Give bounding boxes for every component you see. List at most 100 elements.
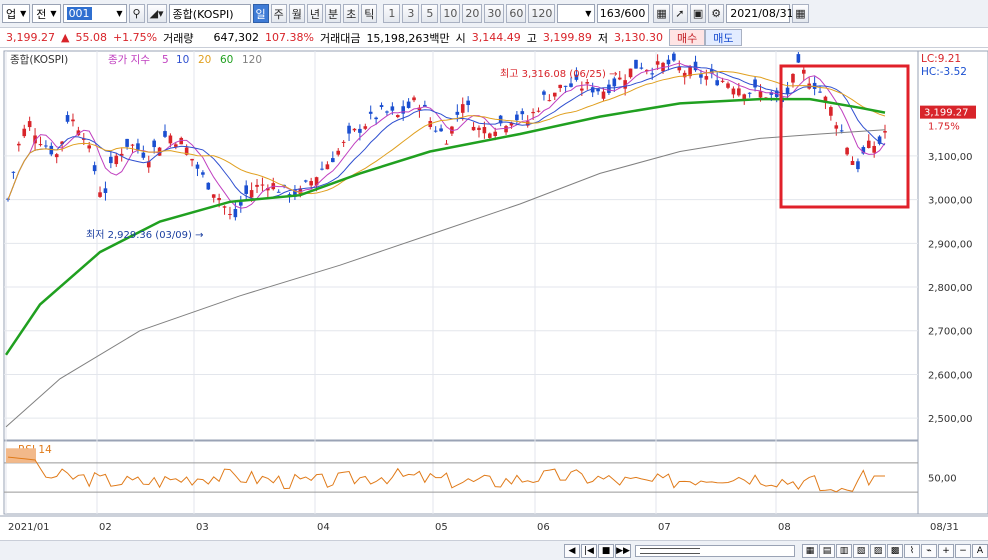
candle-body <box>742 94 747 101</box>
period-month[interactable]: 월 <box>288 4 305 23</box>
interval-1[interactable]: 1 <box>383 4 401 23</box>
scroll-left-icon[interactable]: ◀ <box>564 543 580 558</box>
code-input[interactable]: 001 ▼ <box>62 4 127 23</box>
x-tick-label: 04 <box>317 522 330 533</box>
candle-body <box>81 138 86 140</box>
ma60-line <box>4 97 886 356</box>
candle-body <box>536 110 541 112</box>
interval-60[interactable]: 60 <box>506 4 527 23</box>
price-chart[interactable]: 3,100,00 3,000,00 2,900,00 2,800,00 2,700,00… <box>0 49 988 543</box>
tool-icon-8[interactable]: ⌁ <box>921 543 937 558</box>
candle-body <box>558 84 562 89</box>
buy-button[interactable]: 매수 <box>669 29 706 46</box>
candle-body <box>439 128 443 132</box>
status-bar: ◀ |◀ ■ ▶▶ ▦ ▤ ▥ ▧ ▨ ▩ ⌇ ⌁ + − A <box>0 540 988 560</box>
y-tick-label: 2,500,00 <box>928 414 973 425</box>
zoom-out-icon[interactable]: − <box>955 543 971 558</box>
period-second[interactable]: 초 <box>343 4 360 23</box>
interval-3[interactable]: 3 <box>402 4 420 23</box>
type-select[interactable]: 전 ▼ <box>32 4 61 23</box>
chart-scrollbar[interactable] <box>635 544 795 557</box>
volume-label: 거래량 <box>163 31 194 45</box>
toolbar: 업 ▼ 전 ▼ 001 ▼ ⚲ ◢▾ 종합(KOSPI) 일 주 월 년 분 초 틱 … <box>0 0 988 28</box>
scroll-right-icon[interactable]: ▶▶ <box>615 543 631 558</box>
tool-icon-3[interactable]: ▥ <box>836 543 852 558</box>
candle-body <box>699 74 703 78</box>
ma20-line <box>7 70 886 200</box>
interval-20[interactable]: 20 <box>462 4 483 23</box>
period-minute[interactable]: 분 <box>325 4 342 23</box>
interval-30[interactable]: 30 <box>484 4 505 23</box>
candle-body <box>677 66 682 71</box>
count-input[interactable]: 163/600 <box>597 4 650 23</box>
tool-icon-4[interactable]: ▧ <box>853 543 869 558</box>
tool-grid-icon[interactable]: ▦ <box>653 4 670 23</box>
candle-body <box>244 185 248 194</box>
period-week[interactable]: 주 <box>270 4 287 23</box>
candle-body <box>168 135 173 144</box>
candle-body <box>146 161 151 168</box>
change-rate: +1.75% <box>112 31 158 44</box>
candle-body <box>130 144 135 146</box>
candle-body <box>38 144 43 146</box>
candle-body <box>612 78 617 87</box>
candle-body <box>693 61 698 71</box>
candle-body <box>352 128 357 131</box>
candle-body <box>293 189 297 197</box>
period-tick[interactable]: 틱 <box>361 4 378 23</box>
candle-body <box>71 119 75 122</box>
market-select[interactable]: 업 ▼ <box>2 4 31 23</box>
candle-body <box>601 91 606 99</box>
stop-icon[interactable]: ■ <box>598 543 614 558</box>
scroll-start-icon[interactable]: |◀ <box>581 543 597 558</box>
search-icon[interactable]: ⚲ <box>128 4 145 23</box>
candle-body <box>379 105 384 107</box>
save-icon[interactable]: ▣ <box>689 4 707 23</box>
candle-body <box>883 131 887 133</box>
period-year[interactable]: 년 <box>306 4 324 23</box>
period-day[interactable]: 일 <box>252 4 269 23</box>
font-icon[interactable]: A <box>972 543 988 558</box>
draw-tool-icon[interactable]: ➚ <box>671 4 688 23</box>
candle-body <box>542 91 546 95</box>
candle-body <box>195 164 200 169</box>
calendar-icon[interactable]: ▦ <box>792 4 809 23</box>
candle-body <box>222 206 227 208</box>
candle-body <box>520 111 525 115</box>
tool-icon-6[interactable]: ▩ <box>887 543 903 558</box>
interval-5[interactable]: 5 <box>421 4 439 23</box>
x-tick-label: 08 <box>778 522 791 533</box>
current-price-label: 3,199.27 <box>924 108 969 119</box>
zoom-in-icon[interactable]: + <box>938 543 954 558</box>
candle-body <box>753 79 757 88</box>
candle-body <box>331 158 335 163</box>
high-label: 고 <box>526 31 537 45</box>
candle-body <box>547 100 552 102</box>
candle-body <box>201 172 205 175</box>
candle-body <box>634 59 638 69</box>
candle-body <box>238 202 243 206</box>
interval-120[interactable]: 120 <box>528 4 556 23</box>
open-label: 시 <box>455 31 466 45</box>
date-input[interactable]: 2021/08/31 <box>726 4 794 23</box>
chart-area[interactable]: 3,100,00 3,000,00 2,900,00 2,800,00 2,700,00… <box>0 49 988 543</box>
interval-dropdown[interactable]: ▼ <box>557 4 596 23</box>
candle-body <box>650 73 655 75</box>
tool-icon-7[interactable]: ⌇ <box>904 543 920 558</box>
sell-button[interactable]: 매도 <box>705 29 742 46</box>
candle-body <box>249 190 254 198</box>
candle-body <box>709 69 714 74</box>
tool-icon-1[interactable]: ▦ <box>802 543 818 558</box>
candle-body <box>374 117 378 120</box>
candle-body <box>866 140 871 148</box>
tool-icon-5[interactable]: ▨ <box>870 543 886 558</box>
tool-icon-2[interactable]: ▤ <box>819 543 835 558</box>
open-value: 3,144.49 <box>471 31 521 44</box>
candle-body <box>688 67 692 77</box>
interval-10[interactable]: 10 <box>440 4 461 23</box>
gear-icon[interactable]: ⚙ <box>708 4 725 23</box>
candle-body <box>65 115 70 122</box>
candle-body <box>493 131 498 136</box>
speaker-icon[interactable]: ◢▾ <box>146 4 167 23</box>
candle-body <box>509 122 514 126</box>
